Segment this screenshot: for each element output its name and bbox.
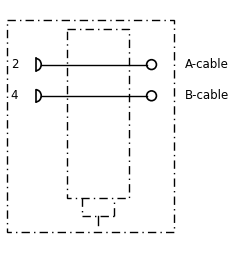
Bar (7, 20, 174, 232)
Text: 2: 2 (11, 58, 18, 71)
Text: A-cable: A-cable (185, 58, 229, 71)
Text: 4: 4 (11, 89, 18, 102)
Bar (67, 29, 129, 198)
Text: B-cable: B-cable (185, 89, 229, 102)
